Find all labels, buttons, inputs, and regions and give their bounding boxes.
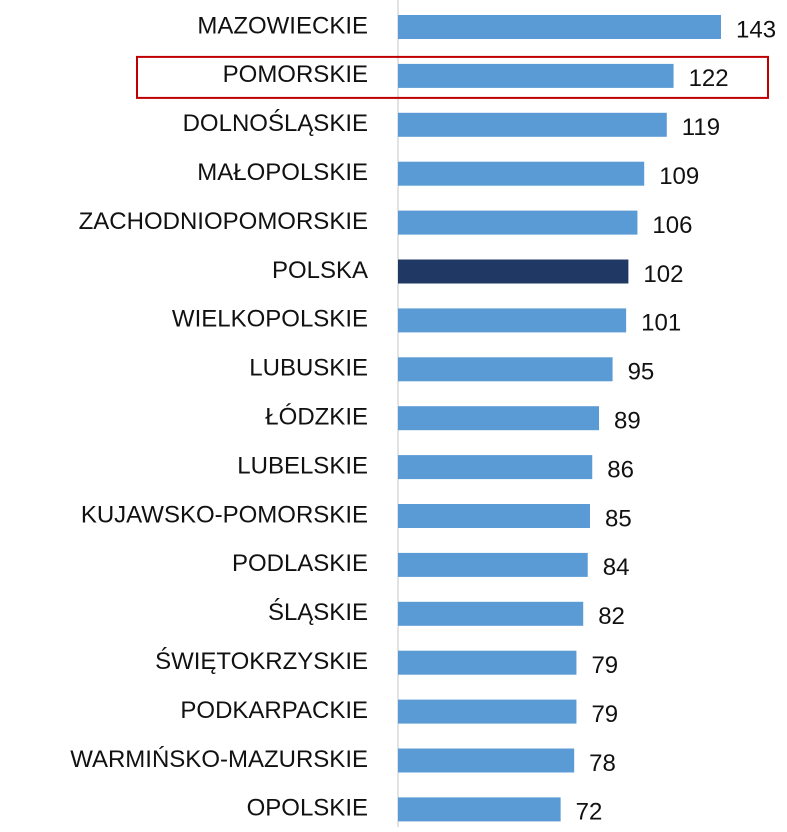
- bar: [398, 797, 561, 822]
- category-label: ŚLĄSKIE: [268, 598, 368, 626]
- value-label: 119: [682, 114, 720, 141]
- category-label: OPOLSKIE: [247, 795, 368, 822]
- category-label: POMORSKIE: [223, 61, 368, 88]
- value-label: 89: [614, 408, 641, 435]
- category-label: WIELKOPOLSKIE: [172, 306, 368, 333]
- value-label: 101: [641, 310, 681, 337]
- value-label: 143: [736, 16, 776, 43]
- bar: [398, 504, 590, 528]
- value-label: 72: [576, 799, 603, 826]
- value-label: 79: [591, 652, 618, 679]
- bar: [398, 15, 721, 39]
- value-label: 79: [591, 701, 618, 728]
- category-label: PODKARPACKIE: [180, 697, 368, 724]
- bar: [398, 699, 577, 724]
- bar: [398, 308, 627, 333]
- bar: [398, 210, 638, 235]
- bar: [398, 161, 645, 186]
- value-label: 106: [652, 212, 692, 239]
- category-label: LUBUSKIE: [249, 355, 368, 382]
- category-label: PODLASKIE: [232, 550, 368, 577]
- bar: [398, 748, 575, 773]
- value-label: 78: [589, 750, 616, 777]
- bar: [398, 455, 593, 480]
- value-label: 102: [643, 261, 683, 288]
- bar: [398, 406, 600, 431]
- bar: [398, 552, 588, 577]
- category-label: ZACHODNIOPOMORSKIE: [79, 208, 368, 235]
- category-label: POLSKA: [272, 257, 368, 284]
- category-label: DOLNOŚLĄSKIE: [183, 109, 368, 137]
- value-label: 82: [598, 603, 625, 630]
- value-label: 109: [659, 163, 699, 190]
- category-label: KUJAWSKO-POMORSKIE: [81, 501, 368, 528]
- bar: [398, 357, 613, 382]
- category-label: WARMIŃSKO-MAZURSKIE: [70, 746, 368, 773]
- bar: [398, 63, 674, 88]
- value-label: 84: [603, 554, 630, 581]
- bar: [398, 112, 667, 137]
- value-label: 122: [689, 65, 729, 92]
- value-label: 86: [607, 456, 634, 483]
- category-label: MAZOWIECKIE: [197, 12, 368, 39]
- bar: [398, 650, 577, 675]
- category-label: ŚWIĘTOKRZYSKIE: [155, 647, 368, 675]
- value-label: 85: [605, 505, 632, 532]
- value-label: 95: [628, 359, 655, 386]
- bar: [398, 601, 584, 626]
- bar: [398, 259, 629, 284]
- category-label: ŁÓDZKIE: [265, 404, 368, 431]
- highlight-box: [136, 55, 769, 99]
- category-label: MAŁOPOLSKIE: [197, 159, 368, 186]
- category-label: LUBELSKIE: [237, 452, 368, 479]
